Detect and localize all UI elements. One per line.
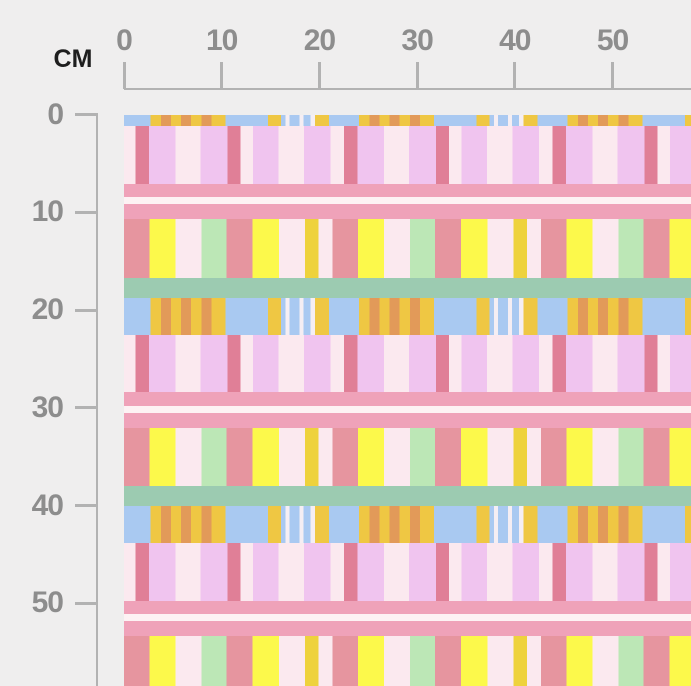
lavender-stripe-row: [124, 126, 691, 184]
v-ruler-tick-label: 0: [47, 97, 64, 131]
pink-divider-band: [124, 412, 691, 428]
green-divider-band: [124, 486, 691, 506]
pale-gap-band: [124, 197, 691, 204]
pink-divider-band: [124, 204, 691, 219]
rose-stripe-row: [124, 427, 691, 486]
v-ruler-tick: [75, 601, 97, 605]
h-ruler-tick-label: 0: [116, 24, 133, 57]
h-ruler-tick: [317, 62, 321, 89]
h-ruler-tick: [220, 62, 224, 89]
rose-stripe-row: [124, 636, 691, 686]
pink-divider-band: [124, 621, 691, 636]
lavender-stripe-row: [124, 543, 691, 601]
v-ruler-tick: [75, 504, 97, 507]
fabric-pattern-preview: [124, 115, 691, 686]
h-ruler-tick: [415, 62, 419, 89]
v-ruler-tick-label: 40: [31, 488, 64, 522]
pale-gap-band: [124, 405, 691, 413]
green-divider-band: [124, 277, 691, 298]
ruler-unit-label: CM: [53, 45, 93, 73]
pink-divider-band: [124, 600, 691, 614]
v-ruler-tick-label: 20: [31, 293, 64, 327]
v-ruler-tick: [75, 210, 97, 214]
rose-stripe-row: [124, 219, 691, 278]
v-ruler-tick: [75, 308, 97, 312]
h-ruler-tick: [122, 62, 126, 89]
h-ruler-tick-label: 50: [596, 24, 629, 57]
blue-stripe-row: [124, 297, 691, 335]
vertical-ruler-line: [96, 113, 98, 686]
h-ruler-tick: [611, 62, 614, 89]
h-ruler-tick-label: 30: [401, 24, 433, 57]
lavender-stripe-row: [124, 334, 691, 392]
pink-divider-band: [124, 392, 691, 406]
h-ruler-tick-label: 40: [499, 24, 531, 57]
horizontal-ruler-line: [124, 88, 691, 90]
blue-stripe-row: [124, 115, 691, 126]
v-ruler-tick-label: 50: [31, 586, 64, 620]
v-ruler-tick: [75, 406, 97, 410]
h-ruler-tick-label: 20: [303, 24, 336, 57]
v-ruler-tick-label: 30: [31, 390, 64, 424]
pink-divider-band: [124, 183, 691, 197]
v-ruler-tick: [75, 113, 97, 117]
pale-gap-band: [124, 614, 691, 621]
v-ruler-tick-label: 10: [31, 195, 64, 229]
blue-stripe-row: [124, 506, 691, 543]
h-ruler-tick-label: 10: [206, 24, 238, 57]
h-ruler-tick: [513, 62, 517, 89]
